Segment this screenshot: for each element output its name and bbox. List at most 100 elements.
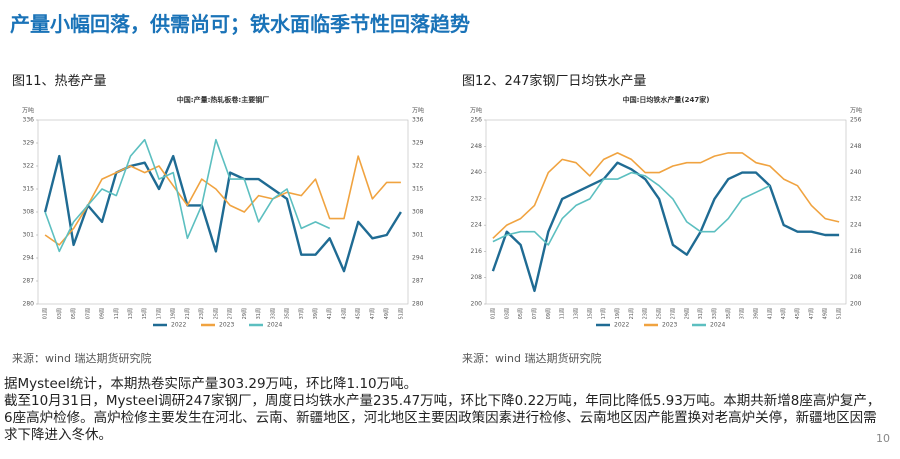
y-tick-label: 216 bbox=[471, 248, 483, 255]
x-tick-label: 41周 bbox=[327, 308, 333, 319]
x-tick-label: 51周 bbox=[398, 308, 404, 319]
x-tick-label: 49周 bbox=[823, 308, 829, 319]
body-text: 据Mysteel统计，本期热卷实际产量303.29万吨，环比降1.10万吨。 截… bbox=[4, 376, 884, 444]
x-tick-label: 19周 bbox=[171, 308, 177, 319]
source: 来源：wind 瑞达期货研究院 bbox=[462, 352, 602, 365]
y2-tick-label: 200 bbox=[850, 301, 862, 308]
x-tick-label: 35周 bbox=[726, 308, 732, 319]
y2-tick-label: 315 bbox=[412, 186, 424, 193]
x-tick-label: 41周 bbox=[767, 308, 773, 319]
chart-title: 中国:产量:热轧板卷:主要钢厂 bbox=[177, 95, 269, 104]
y-tick-label: 294 bbox=[23, 255, 35, 262]
source: 来源：wind 瑞达期货研究院 bbox=[12, 352, 152, 365]
y2-tick-label: 308 bbox=[412, 209, 424, 216]
x-tick-label: 05周 bbox=[71, 308, 77, 319]
plot-frame bbox=[485, 119, 847, 305]
y2-tick-label: 216 bbox=[850, 248, 862, 255]
x-tick-label: 27周 bbox=[670, 308, 676, 319]
x-tick-label: 21周 bbox=[629, 308, 635, 319]
series-line bbox=[491, 161, 840, 293]
chart: 中国:日均铁水产量(247家) 万吨 万吨 200 200 208 208 216 216 224… bbox=[470, 95, 862, 329]
series-line bbox=[44, 155, 401, 246]
x-tick-label: 15周 bbox=[587, 308, 593, 319]
x-tick-label: 25周 bbox=[213, 308, 219, 319]
y2-tick-label: 280 bbox=[412, 301, 424, 308]
paragraph: 据Mysteel统计，本期热卷实际产量303.29万吨，环比降1.10万吨。 bbox=[4, 376, 418, 392]
x-tick-label: 51周 bbox=[837, 308, 843, 319]
x-tick-label: 31周 bbox=[698, 308, 704, 319]
x-tick-label: 47周 bbox=[370, 308, 376, 319]
x-tick-label: 01周 bbox=[43, 308, 49, 319]
y2-tick-label: 329 bbox=[412, 140, 424, 147]
x-tick-label: 13周 bbox=[574, 308, 580, 319]
y-tick-label: 308 bbox=[23, 209, 35, 216]
paragraph: 截至10月31日，Mysteel调研247家钢厂，周度日均铁水产量235.47万… bbox=[4, 393, 881, 443]
y2-tick-label: 248 bbox=[850, 143, 862, 150]
y2-tick-label: 208 bbox=[850, 274, 862, 281]
series-line bbox=[43, 154, 402, 273]
chart-title: 中国:日均铁水产量(247家) bbox=[623, 95, 710, 104]
x-tick-label: 43周 bbox=[781, 308, 787, 319]
y-tick-label: 200 bbox=[471, 301, 483, 308]
y2-unit: 万吨 bbox=[850, 107, 862, 115]
y2-unit: 万吨 bbox=[412, 107, 424, 115]
x-tick-label: 01周 bbox=[490, 308, 496, 319]
x-tick-label: 45周 bbox=[356, 308, 362, 319]
x-tick-label: 15周 bbox=[142, 308, 148, 319]
x-tick-label: 33周 bbox=[712, 308, 718, 319]
x-tick-label: 09周 bbox=[100, 308, 106, 319]
x-tick-label: 07周 bbox=[532, 308, 538, 319]
x-tick-label: 33周 bbox=[270, 308, 276, 319]
x-tick-label: 11周 bbox=[114, 308, 120, 319]
legend-label: 2024 bbox=[267, 322, 282, 329]
y2-tick-label: 301 bbox=[412, 232, 424, 239]
x-tick-label: 23周 bbox=[643, 308, 649, 319]
x-tick-label: 07周 bbox=[85, 308, 91, 319]
x-tick-label: 27周 bbox=[228, 308, 234, 319]
x-tick-label: 17周 bbox=[601, 308, 607, 319]
x-tick-label: 13周 bbox=[128, 308, 134, 319]
y-tick-label: 315 bbox=[23, 186, 35, 193]
figure-label: 图11、热卷产量 bbox=[12, 74, 107, 89]
x-tick-label: 39周 bbox=[313, 308, 319, 319]
y2-tick-label: 287 bbox=[412, 278, 424, 285]
y-tick-label: 232 bbox=[471, 195, 483, 202]
x-tick-label: 49周 bbox=[384, 308, 390, 319]
y-tick-label: 224 bbox=[471, 222, 483, 229]
x-tick-label: 03周 bbox=[57, 308, 63, 319]
x-tick-label: 19周 bbox=[615, 308, 621, 319]
y-tick-label: 248 bbox=[471, 143, 483, 150]
x-tick-label: 37周 bbox=[299, 308, 305, 319]
x-tick-label: 25周 bbox=[657, 308, 663, 319]
legend-label: 2024 bbox=[710, 322, 725, 329]
series-line bbox=[44, 138, 331, 253]
series-line bbox=[492, 171, 771, 246]
x-tick-label: 05周 bbox=[518, 308, 524, 319]
x-tick-label: 37周 bbox=[740, 308, 746, 319]
y2-tick-label: 294 bbox=[412, 255, 424, 262]
slide-title: 产量小幅回落，供需尚可；铁水面临季节性回落趋势 bbox=[10, 12, 470, 36]
legend-label: 2023 bbox=[219, 322, 234, 329]
x-tick-label: 39周 bbox=[754, 308, 760, 319]
legend-label: 2023 bbox=[662, 322, 677, 329]
y2-tick-label: 322 bbox=[412, 163, 424, 170]
x-tick-label: 43周 bbox=[341, 308, 347, 319]
page-number: 10 bbox=[876, 432, 890, 445]
figure-label: 图12、247家钢厂日均铁水产量 bbox=[462, 74, 647, 89]
x-tick-label: 03周 bbox=[504, 308, 510, 319]
x-tick-label: 11周 bbox=[560, 308, 566, 319]
x-tick-label: 17周 bbox=[156, 308, 162, 319]
x-tick-label: 47周 bbox=[809, 308, 815, 319]
x-tick-label: 31周 bbox=[256, 308, 262, 319]
y2-tick-label: 256 bbox=[850, 117, 862, 124]
legend-label: 2022 bbox=[171, 322, 186, 329]
y-tick-label: 287 bbox=[23, 278, 35, 285]
series-line bbox=[492, 152, 840, 239]
y2-tick-label: 240 bbox=[850, 169, 862, 176]
y-tick-label: 240 bbox=[471, 169, 483, 176]
y-unit: 万吨 bbox=[470, 107, 482, 115]
x-tick-label: 45周 bbox=[795, 308, 801, 319]
y-tick-label: 301 bbox=[23, 232, 35, 239]
